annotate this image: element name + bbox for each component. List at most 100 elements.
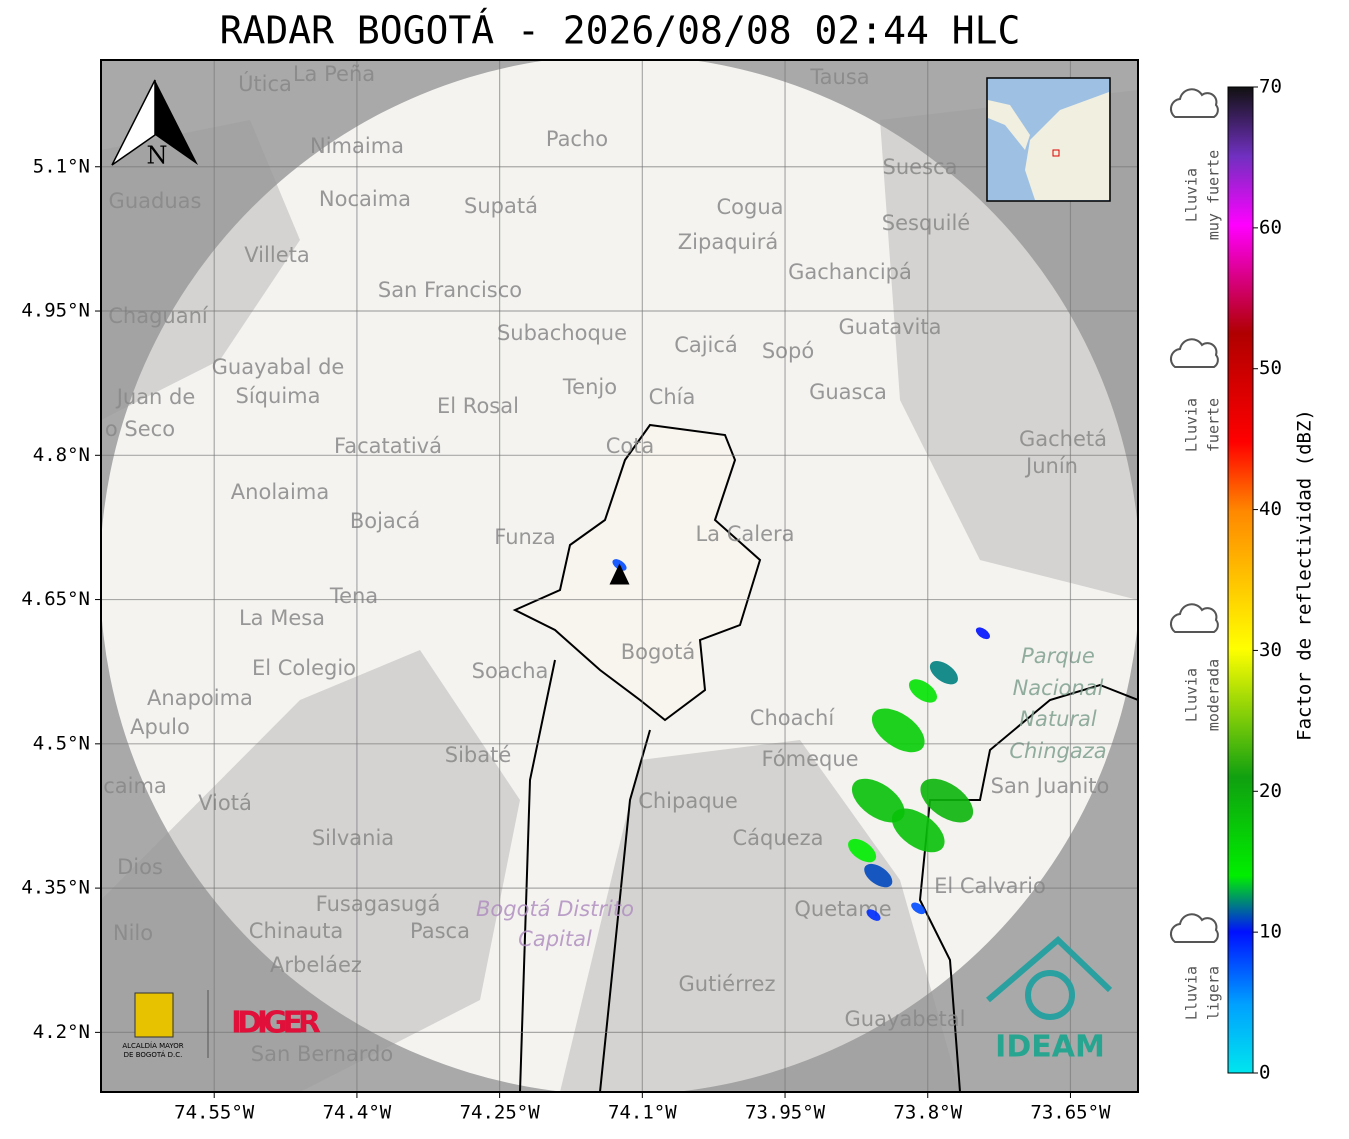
- radar-echo: [920, 778, 974, 823]
- x-tick-label: 73.95°W: [745, 1102, 826, 1124]
- place-label: Cáqueza: [733, 826, 824, 850]
- y-tick-label: 4.8°N: [33, 444, 90, 466]
- place-label: La Mesa: [239, 606, 325, 630]
- radar-echo: [866, 909, 881, 921]
- radar-site: [609, 563, 630, 585]
- radar-echo: [848, 838, 877, 863]
- place-label: Guatavita: [839, 315, 942, 339]
- inset-land: [1025, 92, 1109, 200]
- place-label: El Rosal: [437, 394, 519, 418]
- y-tick-label: 4.5°N: [33, 732, 90, 754]
- place-label: Parque: [1021, 644, 1095, 668]
- place-label: Tenjo: [562, 375, 617, 399]
- arrow-right: [155, 80, 198, 165]
- place-label: Síquima: [236, 384, 321, 408]
- colorbar-tick-label: 40: [1259, 498, 1282, 520]
- x-tick-label: 74.25°W: [460, 1102, 541, 1124]
- radar-echo: [911, 902, 926, 915]
- colorbar-label: Factor de reflectividad (dBZ): [1294, 409, 1316, 741]
- inset: [986, 77, 1111, 202]
- place-label: Chaguaní: [108, 304, 209, 328]
- place-label: Chipaque: [638, 789, 738, 813]
- inset-land: [988, 100, 1030, 150]
- terrain: [101, 90, 1138, 1092]
- place-label: Apulo: [130, 715, 190, 739]
- place-label: Bogotá: [621, 640, 696, 664]
- x-tick-label: 73.8°W: [893, 1102, 962, 1124]
- intensity-label: Lluvia: [1183, 668, 1201, 722]
- radar-echo: [908, 679, 938, 703]
- boundaries: [519, 659, 1138, 1092]
- x-tick-label: 74.4°W: [323, 1102, 392, 1124]
- place-label: Silvania: [312, 826, 394, 850]
- intensity-label: muy fuerte: [1205, 150, 1223, 240]
- ideam-logo: IDEAM: [995, 1030, 1105, 1065]
- place-label: Viotá: [198, 791, 252, 815]
- ideam-roof: [986, 935, 1113, 1003]
- place-label: Útica: [238, 71, 292, 96]
- radar-echo: [929, 660, 958, 685]
- intensity-icon: [1169, 913, 1219, 943]
- ideam-swirl: [1025, 970, 1075, 1020]
- colorbar: [1227, 86, 1254, 1074]
- place-label: Soacha: [472, 659, 549, 683]
- place-label: o Seco: [105, 417, 175, 441]
- colorbar-tick-label: 10: [1259, 921, 1282, 943]
- place-label: Chinauta: [249, 919, 343, 943]
- place-label: Capital: [518, 927, 592, 951]
- place-label: Nocaima: [319, 187, 411, 211]
- place-label: Junín: [1024, 454, 1078, 478]
- intensity-icon: [1169, 338, 1219, 368]
- colorbar-tick-label: 60: [1259, 216, 1282, 238]
- intensity-label: Lluvia: [1183, 398, 1201, 452]
- place-label: Sopó: [762, 339, 814, 363]
- place-label: Tausa: [809, 65, 869, 89]
- place-label: Funza: [494, 525, 555, 549]
- colorbar-tick-label: 30: [1259, 639, 1282, 661]
- place-label: Juan de: [115, 385, 196, 409]
- colorbar-tick-label: 50: [1259, 357, 1282, 379]
- place-label: Supatá: [464, 194, 538, 218]
- place-label: Gutiérrez: [679, 972, 776, 996]
- place-label: Fómeque: [761, 747, 858, 771]
- north-arrow: N: [111, 79, 198, 170]
- logos: ALCALDÍA MAYOR DE BOGOTÁ D.C. IDIGER IDE…: [122, 935, 1113, 1065]
- intensity-icon: [1169, 603, 1219, 633]
- place-label: Guasca: [809, 380, 887, 404]
- radar-echo: [975, 627, 990, 640]
- cloud-icon: [1169, 88, 1219, 118]
- y-tick-label: 5.1°N: [33, 155, 90, 177]
- place-label: San Juanito: [991, 774, 1110, 798]
- y-tick-label: 4.65°N: [21, 588, 90, 610]
- place-label: San Francisco: [378, 278, 522, 302]
- place-label: Arbeláez: [270, 953, 362, 977]
- place-label: Chía: [649, 385, 696, 409]
- place-label: El Colegio: [252, 656, 356, 680]
- radar-echo: [851, 778, 905, 823]
- title: RADAR BOGOTÁ - 2026/08/08 02:44 HLC: [220, 9, 1021, 53]
- cloud-icon: [1169, 338, 1219, 368]
- intensity-icon: [1169, 88, 1219, 118]
- intensity-label: ligera: [1205, 966, 1223, 1020]
- place-label: La Peña: [293, 62, 375, 86]
- place-label: Subachoque: [497, 321, 627, 345]
- radar-echo: [864, 863, 893, 888]
- place-label: Cota: [606, 434, 655, 458]
- map-frame: [100, 59, 1139, 1093]
- place-label: Guayabal de: [212, 355, 345, 379]
- radar-echo: [891, 808, 945, 853]
- alcaldia-text: ALCALDÍA MAYOR: [122, 1041, 183, 1050]
- place-label: Cajicá: [674, 333, 738, 357]
- intensity-label: Lluvia: [1183, 966, 1201, 1020]
- radar-echo: [871, 708, 925, 753]
- place-label: Choachí: [750, 706, 836, 730]
- place-label: Fusagasugá: [316, 892, 441, 916]
- y-tick-label: 4.95°N: [21, 300, 90, 322]
- place-label: Bogotá Distrito: [476, 897, 634, 921]
- place-label: Facatativá: [334, 434, 442, 458]
- place-label: Gachetá: [1019, 427, 1107, 451]
- place-label: Anolaima: [231, 480, 329, 504]
- intensity-label: fuerte: [1205, 398, 1223, 452]
